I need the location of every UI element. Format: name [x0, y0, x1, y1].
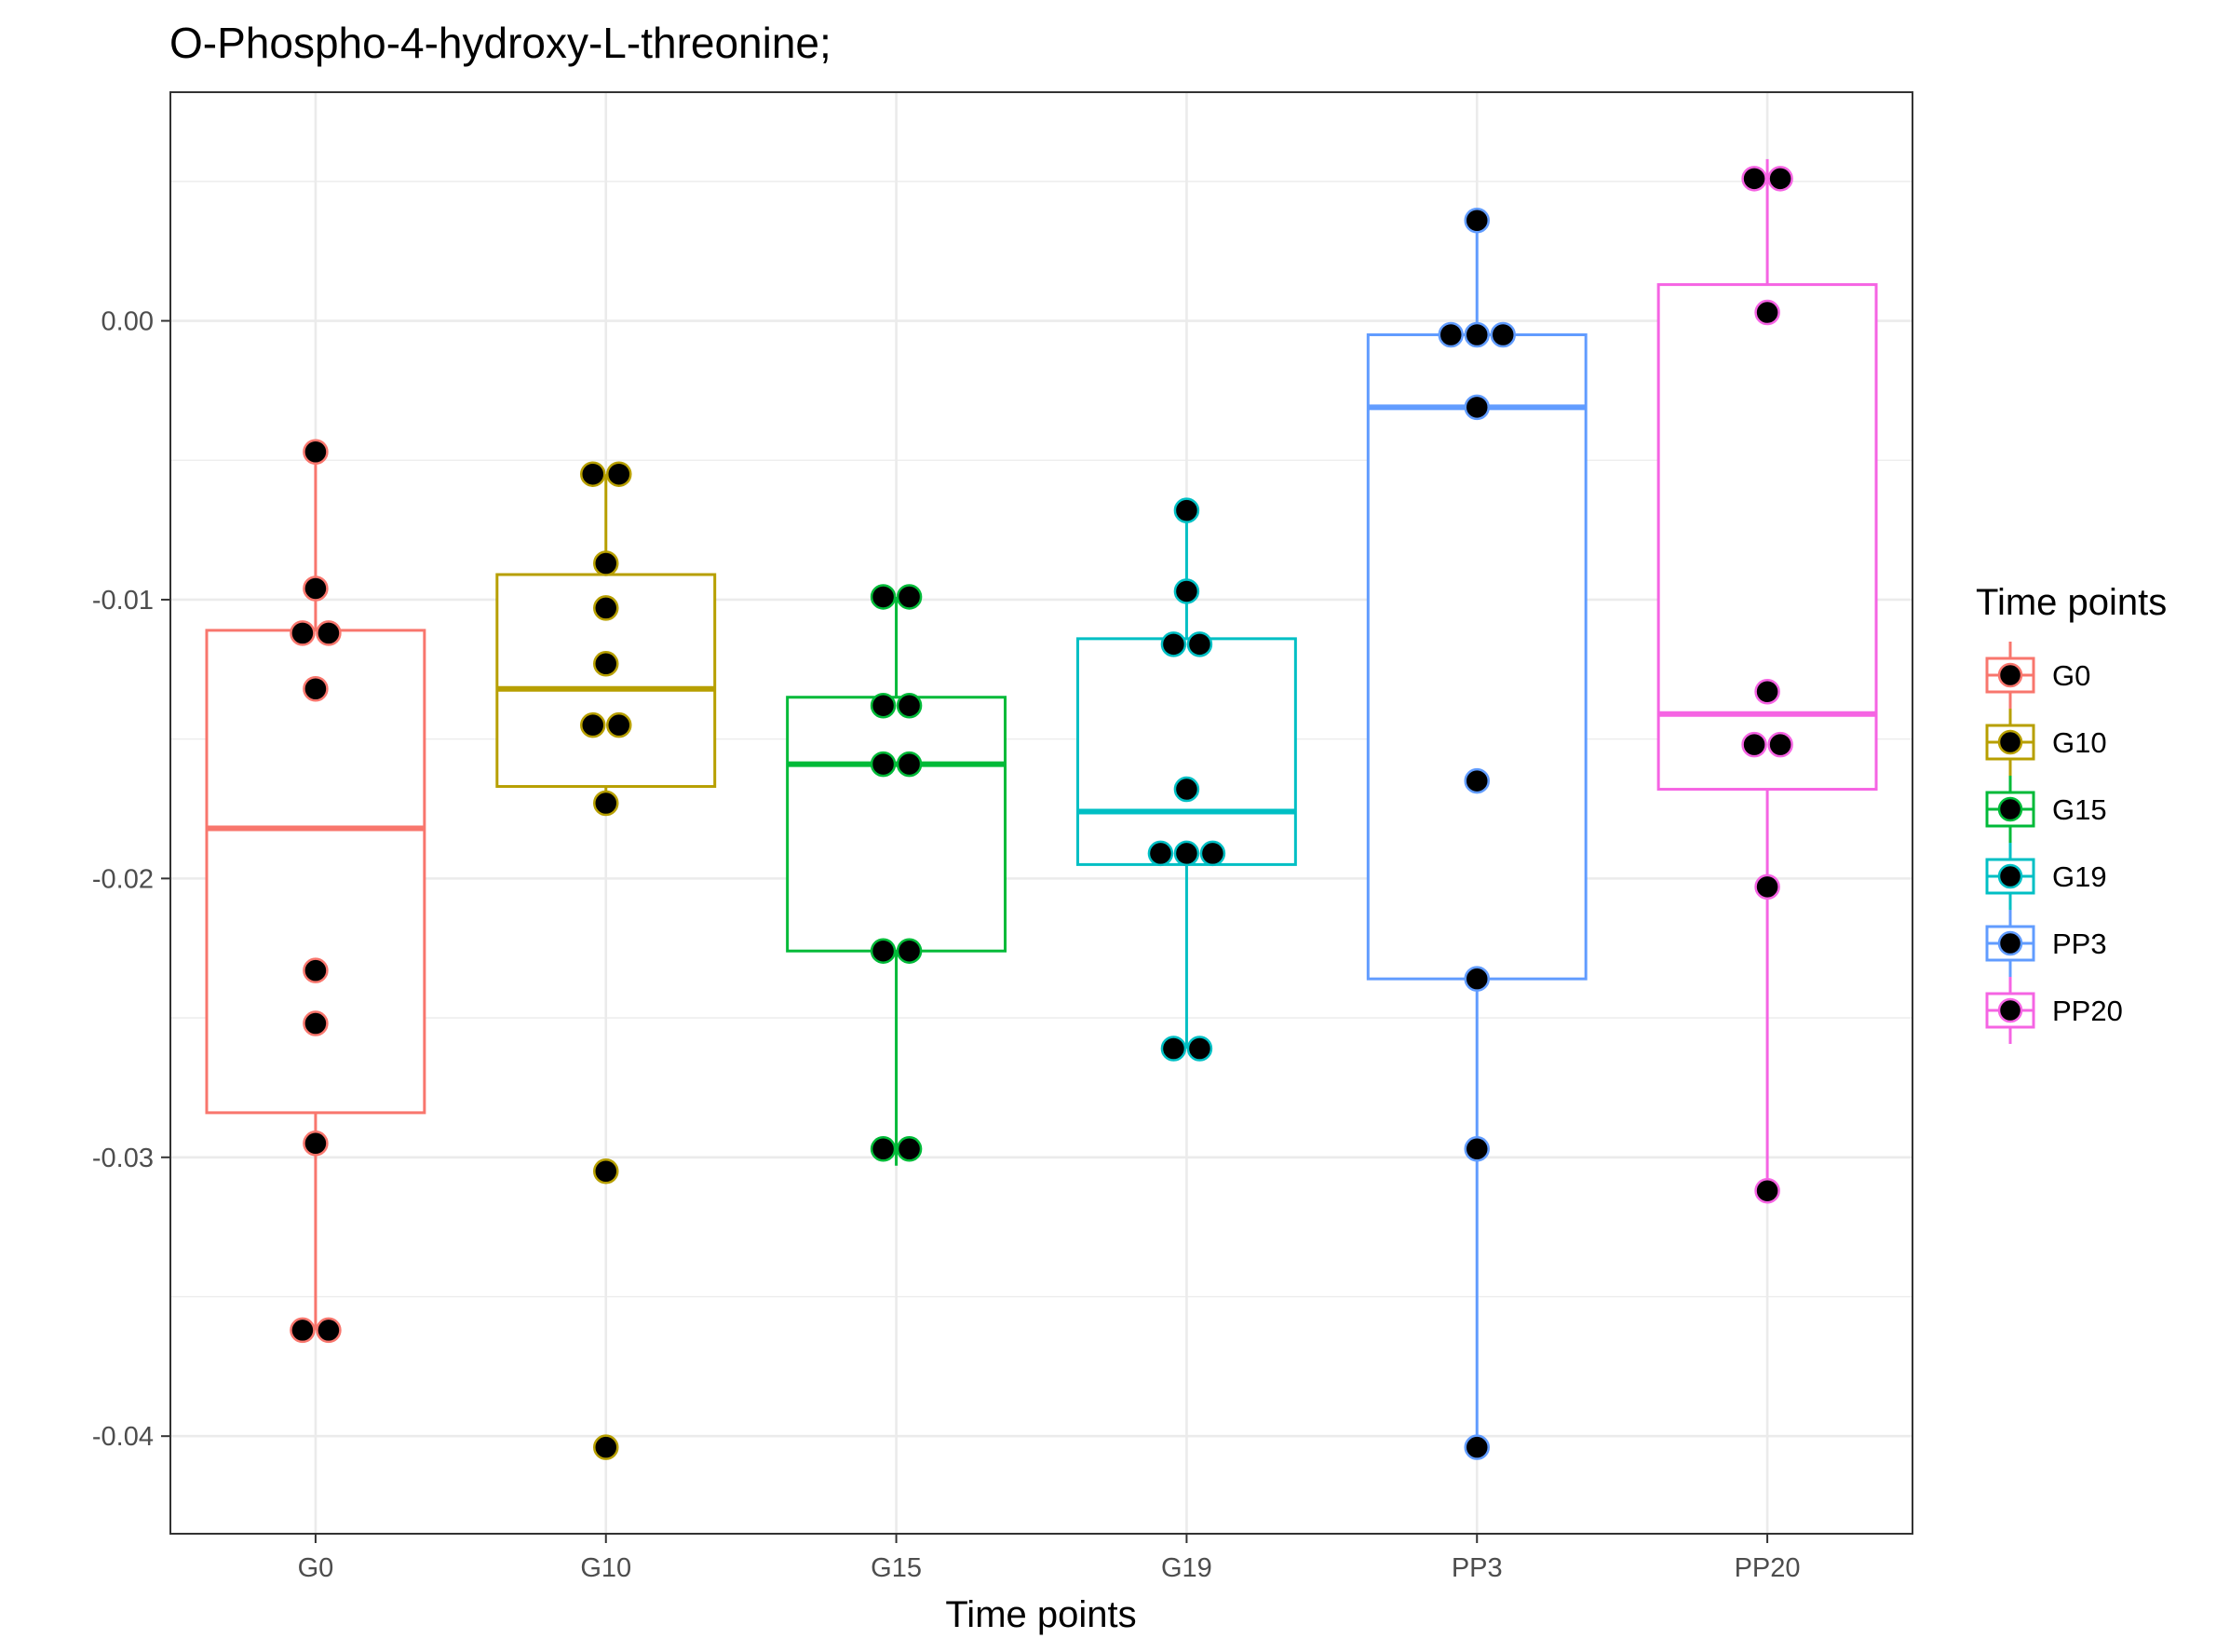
data-point — [870, 1136, 897, 1162]
legend-key-point — [1997, 796, 2023, 822]
data-point — [1464, 207, 1490, 234]
y-axis: 0.00 -0.01 -0.02 -0.03 -0.04 — [92, 307, 170, 1452]
data-point — [290, 620, 316, 646]
data-point — [593, 790, 619, 817]
data-point — [1741, 731, 1767, 758]
data-point — [290, 1317, 316, 1344]
box-G15 — [786, 696, 1007, 953]
x-tick-label: G15 — [871, 1553, 922, 1583]
data-point — [1160, 631, 1187, 657]
legend: Time points G0 G10 G15 G19 PP3 PP20 — [1976, 582, 2167, 1044]
x-tick-label: G0 — [298, 1553, 334, 1583]
data-point — [303, 1131, 329, 1157]
data-point — [1754, 299, 1780, 326]
data-point — [1173, 578, 1200, 604]
data-point — [580, 461, 606, 487]
data-point — [1741, 166, 1767, 192]
data-point — [896, 1136, 923, 1162]
x-tick-label: PP20 — [1735, 1553, 1801, 1583]
data-point — [1464, 321, 1490, 348]
data-point — [593, 1158, 619, 1185]
data-point — [1464, 394, 1490, 421]
x-tick-label: G19 — [1161, 1553, 1212, 1583]
data-point — [1464, 966, 1490, 992]
data-point — [870, 584, 897, 610]
data-point — [303, 1010, 329, 1036]
data-point — [1754, 873, 1780, 900]
legend-label-G10: G10 — [2052, 726, 2107, 759]
legend-key-point — [1997, 729, 2023, 755]
data-point — [896, 751, 923, 778]
box-G19 — [1075, 637, 1297, 866]
data-point — [593, 595, 619, 621]
data-point — [1767, 731, 1793, 758]
x-axis-title: Time points — [945, 1594, 1136, 1635]
box-PP3 — [1366, 332, 1588, 981]
grid-lines — [170, 92, 1912, 1534]
data-point — [1186, 631, 1213, 657]
data-point — [1147, 840, 1174, 867]
y-tick-label: -0.04 — [92, 1422, 154, 1452]
legend-key-point — [1997, 863, 2023, 889]
legend-label-G0: G0 — [2052, 659, 2090, 692]
y-tick-label: -0.02 — [92, 864, 154, 894]
data-point — [870, 692, 897, 719]
data-point — [1490, 321, 1516, 348]
data-point — [606, 461, 632, 487]
data-point — [593, 651, 619, 677]
x-axis: G0 G10 G15 G19 PP3 PP20 — [298, 1534, 1801, 1583]
y-tick-label: 0.00 — [101, 307, 154, 337]
data-point — [316, 620, 342, 646]
legend-label-PP3: PP3 — [2052, 928, 2107, 960]
data-points — [290, 166, 1793, 1460]
data-point — [316, 1317, 342, 1344]
data-point — [1464, 1434, 1490, 1460]
legend-items: G0 G10 G15 G19 PP3 PP20 — [1985, 642, 2123, 1044]
data-point — [1199, 840, 1226, 867]
y-tick-label: -0.01 — [92, 586, 154, 616]
legend-key-point — [1997, 662, 2023, 688]
data-point — [303, 439, 329, 466]
data-point — [1767, 166, 1793, 192]
legend-key-point — [1997, 997, 2023, 1023]
legend-title: Time points — [1976, 582, 2167, 623]
data-point — [303, 575, 329, 602]
data-point — [1173, 497, 1200, 523]
data-point — [1160, 1036, 1187, 1062]
boxes — [205, 158, 1878, 1448]
data-point — [1173, 776, 1200, 803]
data-point — [896, 938, 923, 964]
y-tick-label: -0.03 — [92, 1144, 154, 1173]
data-point — [303, 957, 329, 983]
legend-label-G19: G19 — [2052, 860, 2107, 893]
legend-label-PP20: PP20 — [2052, 995, 2123, 1027]
x-tick-label: G10 — [580, 1553, 631, 1583]
legend-key-point — [1997, 930, 2023, 956]
data-point — [870, 751, 897, 778]
data-point — [1464, 1136, 1490, 1162]
data-point — [1186, 1036, 1213, 1062]
box-G10 — [495, 573, 717, 789]
data-point — [870, 938, 897, 964]
data-point — [593, 1434, 619, 1460]
data-point — [303, 676, 329, 702]
data-point — [1754, 679, 1780, 705]
chart-title: O-Phospho-4-hydroxy-L-threonine; — [169, 19, 831, 67]
data-point — [593, 550, 619, 576]
data-point — [896, 584, 923, 610]
x-tick-label: PP3 — [1452, 1553, 1503, 1583]
plot-panel-border — [169, 91, 1913, 1535]
data-point — [1754, 1177, 1780, 1204]
data-point — [1438, 321, 1464, 348]
legend-label-G15: G15 — [2052, 793, 2107, 826]
data-point — [896, 692, 923, 719]
data-point — [1173, 840, 1200, 867]
data-point — [1464, 767, 1490, 794]
data-point — [580, 711, 606, 738]
box-PP20 — [1656, 283, 1878, 792]
data-point — [606, 711, 632, 738]
box-G0 — [205, 629, 426, 1115]
